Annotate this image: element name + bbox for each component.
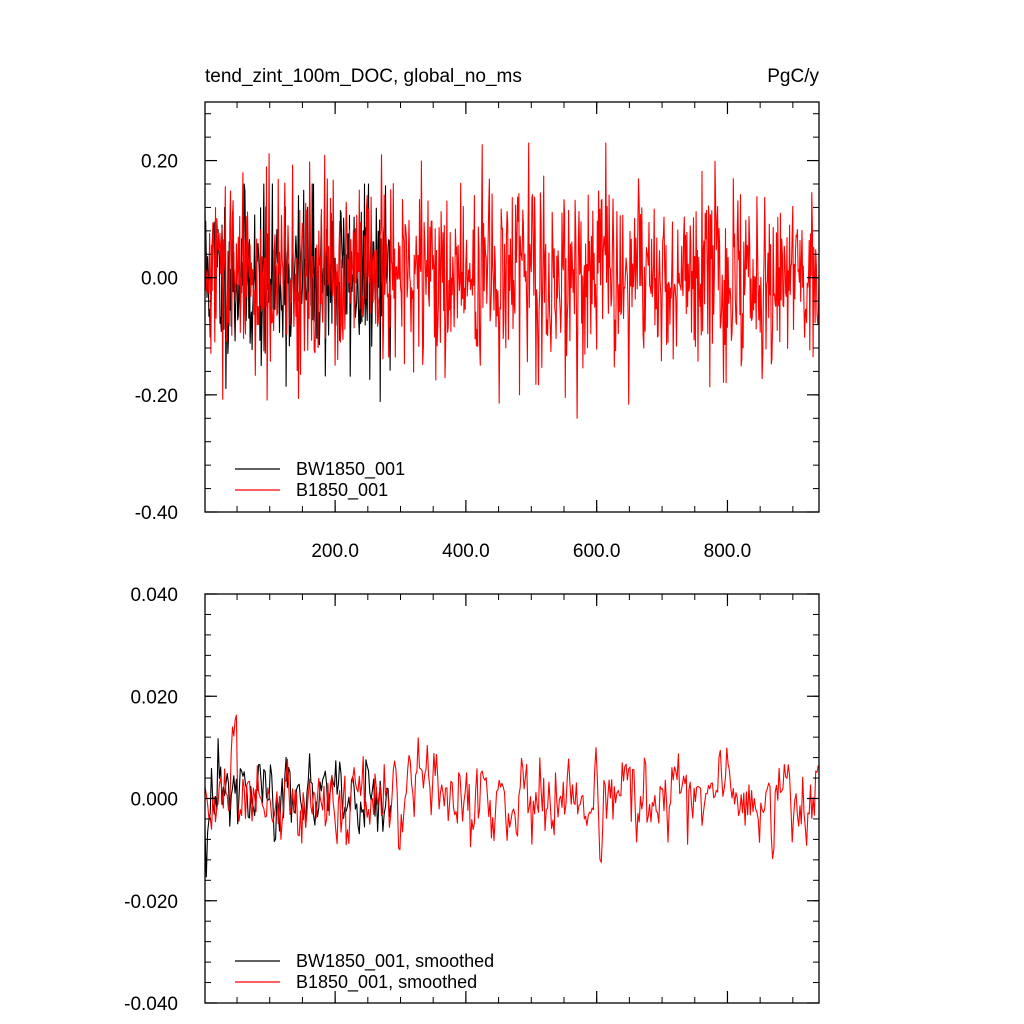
top-panel-units: PgC/y — [767, 66, 819, 87]
series-line-1-0 — [204, 738, 392, 878]
bottom-panel-legend: BW1850_001, smoothed B1850_001, smoothed — [235, 951, 494, 993]
y-tick-label-0-2: 0.00 — [141, 269, 178, 290]
top-panel-frame — [204, 101, 820, 513]
bottom-panel: -0.040 -0.020 0.000 0.020 0.040 BW1850_001, … — [124, 585, 820, 1015]
y-tick-label-0-0: -0.40 — [135, 503, 178, 524]
y-tick-label-1-0: -0.040 — [124, 994, 178, 1015]
series-line-1-1 — [204, 714, 819, 863]
x-tick-label-0-3: 800.0 — [704, 541, 752, 562]
top-panel-ticks: -0.40 -0.20 0.00 0.20 200.0 400.0 600.0 800.0 — [135, 102, 819, 562]
legend-label-bw1850-smoothed: BW1850_001, smoothed — [296, 951, 494, 972]
legend-label-b1850-smoothed: B1850_001, smoothed — [296, 972, 477, 993]
y-tick-label-1-3: 0.020 — [130, 687, 178, 708]
top-panel-series — [204, 142, 820, 419]
series-line-0-1 — [204, 142, 820, 419]
top-panel-legend: BW1850_001 B1850_001 — [235, 459, 405, 501]
top-panel-title: tend_zint_100m_DOC, global_no_ms — [205, 66, 522, 87]
x-tick-label-0-2: 600.0 — [573, 541, 621, 562]
y-tick-label-0-1: -0.20 — [135, 386, 178, 407]
y-tick-label-1-2: 0.000 — [130, 790, 178, 811]
x-tick-label-0-1: 400.0 — [442, 541, 490, 562]
x-tick-label-0-0: 200.0 — [311, 541, 359, 562]
y-tick-label-0-3: 0.20 — [141, 152, 178, 173]
top-panel: tend_zint_100m_DOC, global_no_ms PgC/y -… — [135, 66, 820, 562]
bottom-panel-series — [204, 714, 819, 878]
legend-label-b1850: B1850_001 — [296, 480, 388, 501]
y-tick-label-1-4: 0.040 — [130, 585, 178, 606]
bottom-panel-ticks: -0.040 -0.020 0.000 0.020 0.040 — [124, 585, 819, 1015]
legend-label-bw1850: BW1850_001 — [296, 459, 405, 480]
y-tick-label-1-1: -0.020 — [124, 892, 178, 913]
